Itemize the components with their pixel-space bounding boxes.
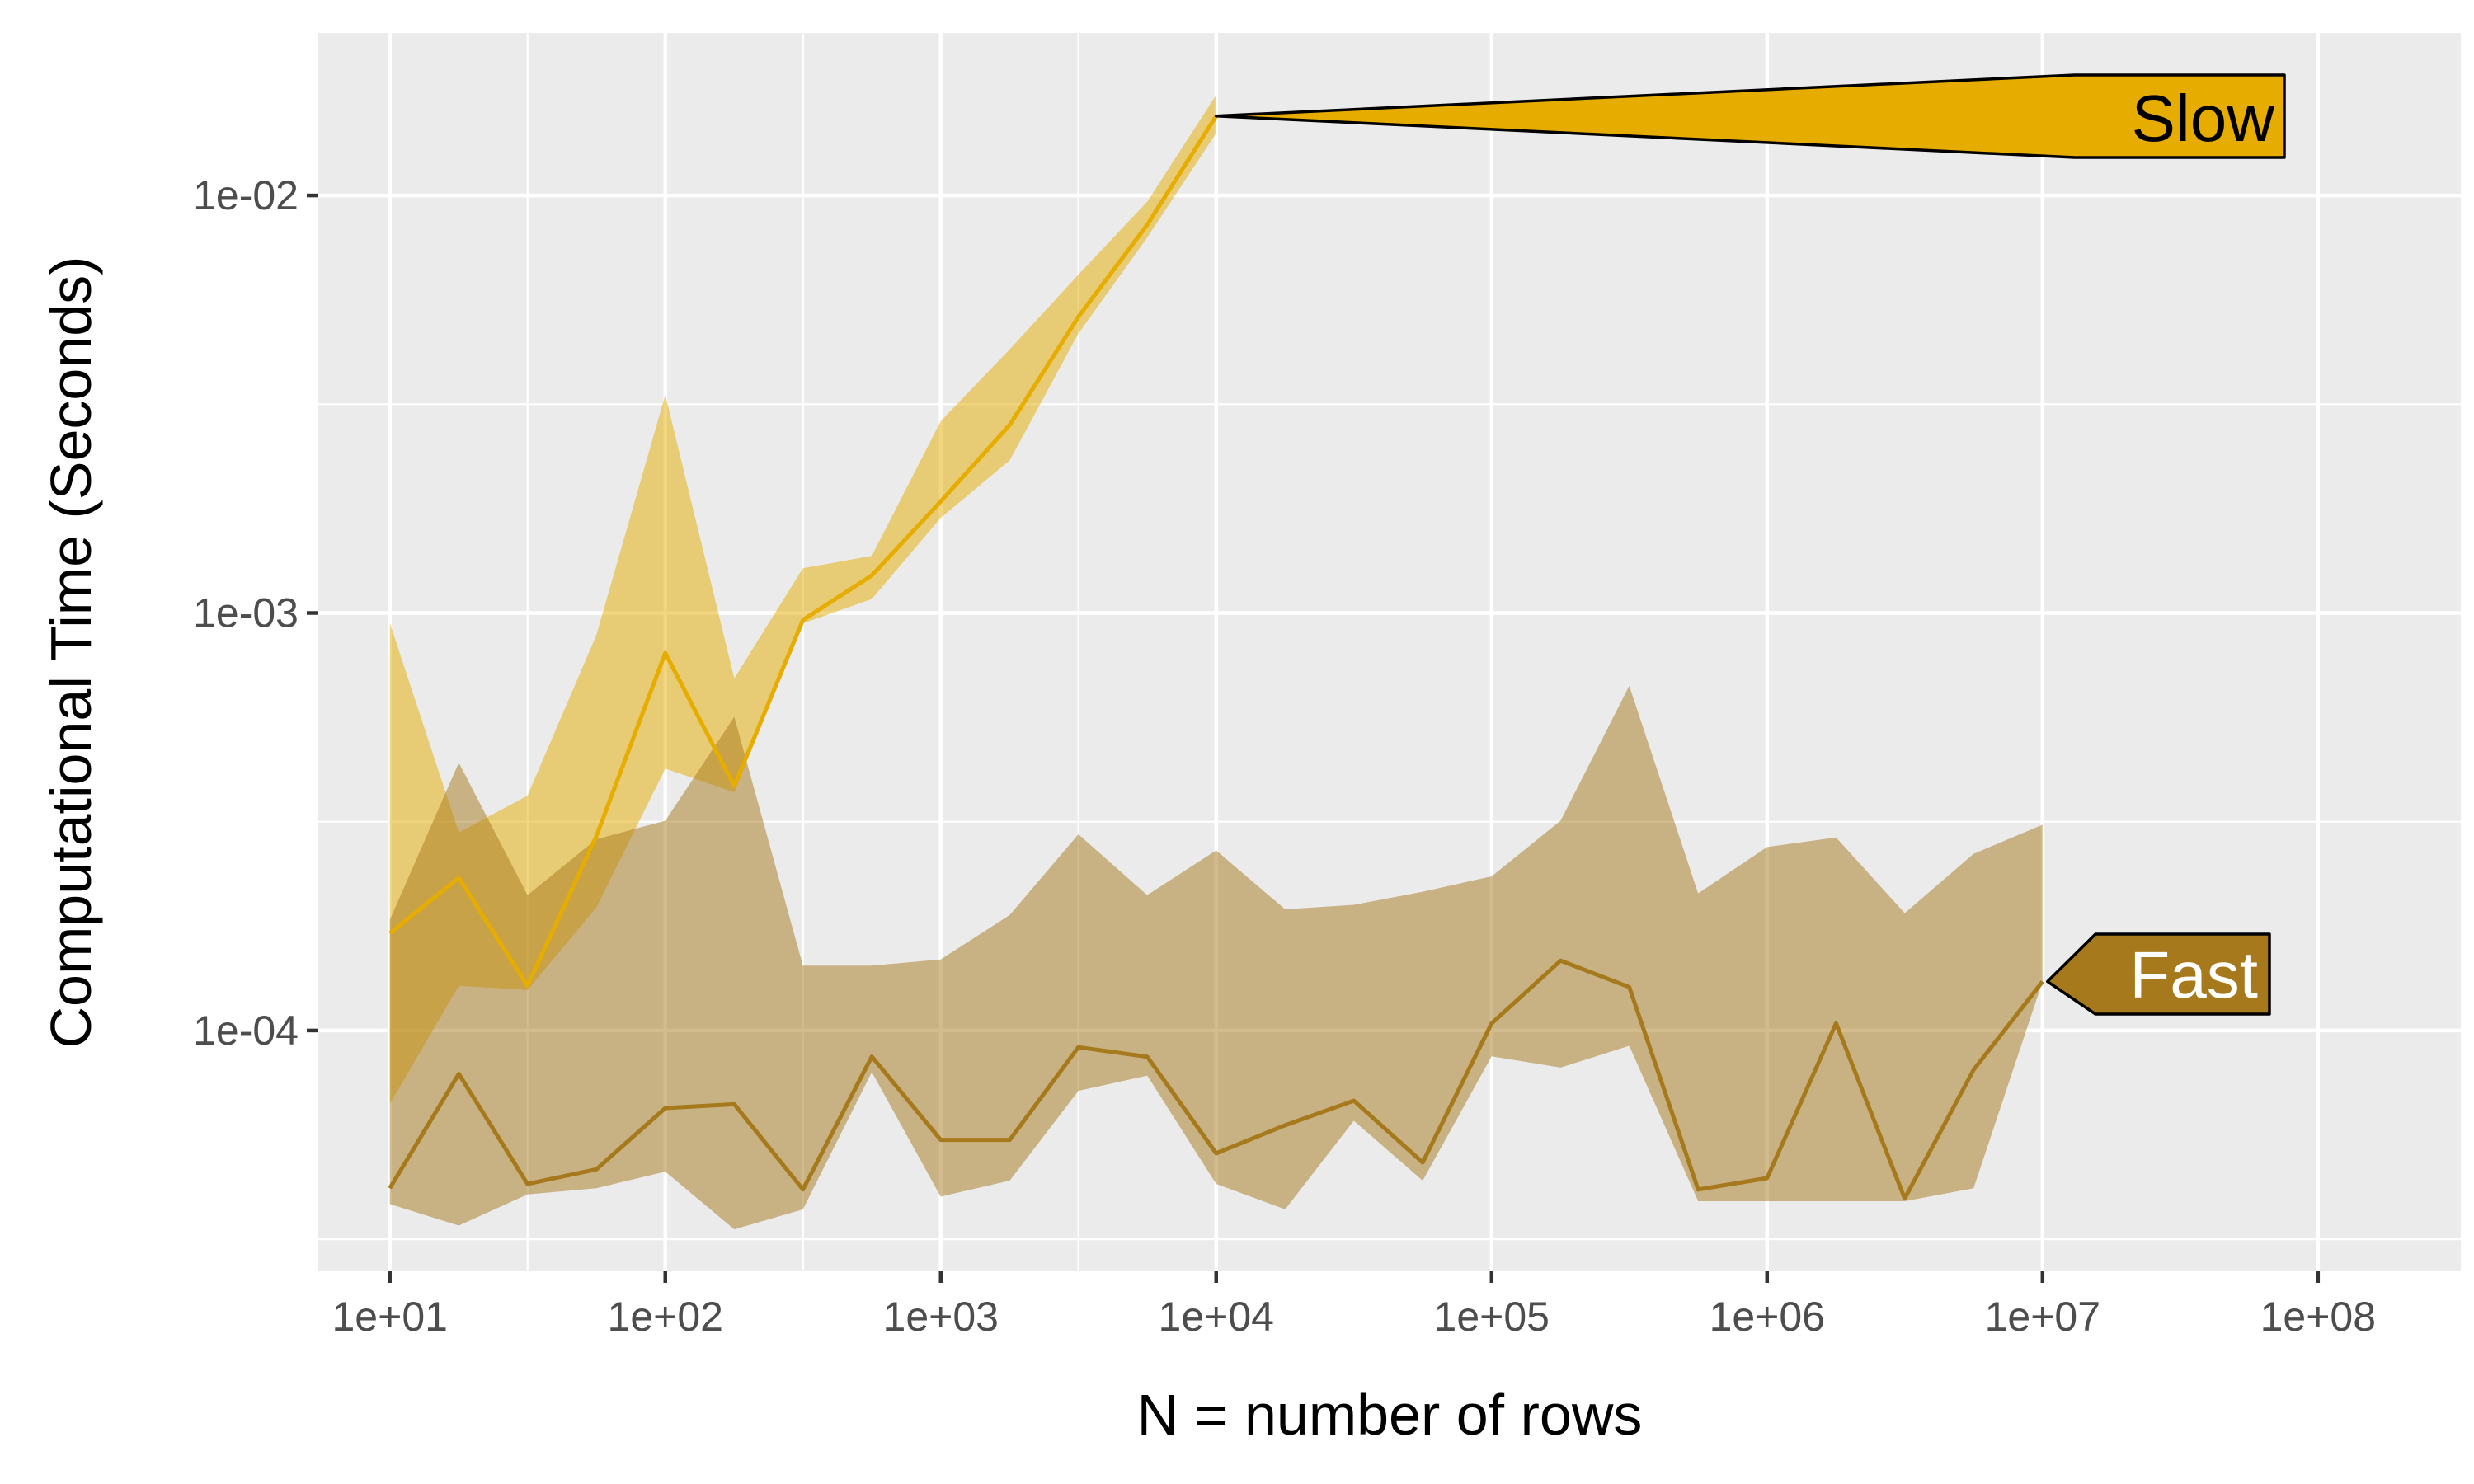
callout-fast: Fast bbox=[2046, 932, 2271, 1016]
callout-slow: Slow bbox=[1215, 73, 2286, 159]
axes: 1e+01 1e+02 1e+03 1e+04 1e+05 1e+06 1e+07 1e+08… bbox=[193, 172, 2376, 1340]
x-axis-title: N = number of rows bbox=[1137, 1383, 1643, 1447]
y-tick-label: 1e-02 bbox=[193, 172, 299, 218]
x-tick-label: 1e+03 bbox=[883, 1294, 999, 1340]
line-slow bbox=[388, 115, 1218, 989]
y-axis-title: Computational Time (Seconds) bbox=[39, 256, 103, 1049]
x-tick-label: 1e+02 bbox=[608, 1294, 723, 1340]
confidence-bands bbox=[389, 95, 2043, 1230]
callout-slow-label: Slow bbox=[2132, 82, 2275, 155]
callout-slow-box bbox=[1215, 73, 2286, 159]
y-tick-label: 1e-04 bbox=[193, 1007, 299, 1054]
x-tick-label: 1e+01 bbox=[332, 1294, 448, 1340]
x-tick-label: 1e+05 bbox=[1434, 1294, 1550, 1340]
band-fast bbox=[389, 685, 2043, 1230]
series-callouts: Slow Fast bbox=[1215, 73, 2286, 1016]
x-tick-label: 1e+04 bbox=[1159, 1294, 1274, 1340]
line-fast bbox=[388, 958, 2044, 1201]
callout-fast-label: Fast bbox=[2129, 938, 2258, 1012]
x-tick-label: 1e+08 bbox=[2260, 1294, 2376, 1340]
x-tick-label: 1e+06 bbox=[1710, 1294, 1825, 1340]
callout-fast-box bbox=[2046, 932, 2271, 1016]
x-tick-label: 1e+07 bbox=[1985, 1294, 2100, 1340]
series-lines bbox=[388, 115, 2044, 1201]
y-tick-label: 1e-03 bbox=[193, 590, 299, 636]
